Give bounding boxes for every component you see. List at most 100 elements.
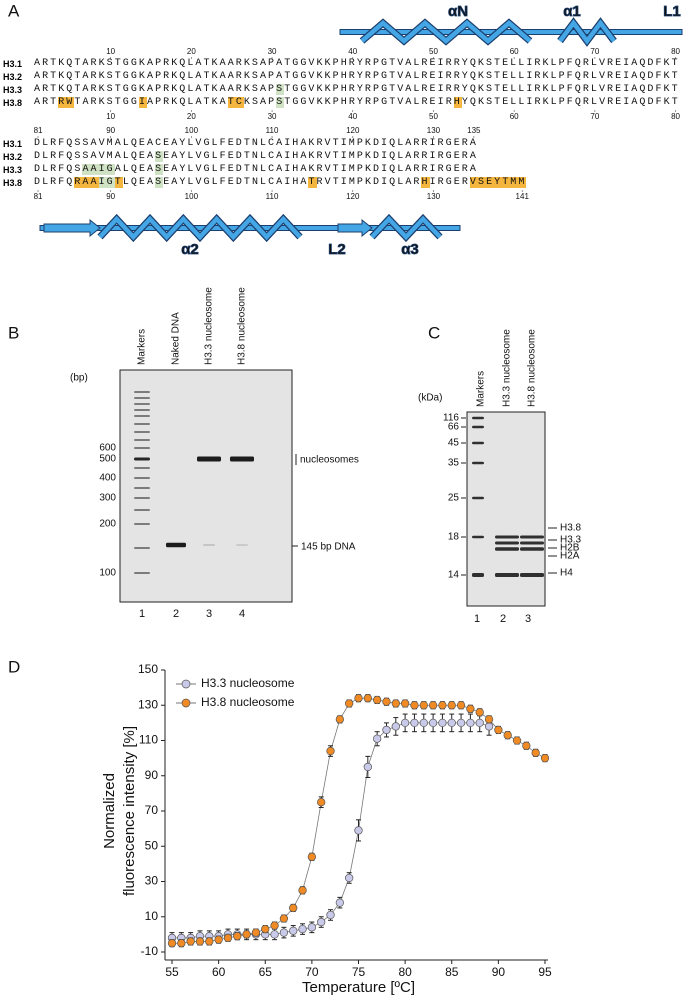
gel-band	[134, 415, 150, 417]
residue-segment: S	[155, 164, 164, 175]
gel-band	[134, 409, 150, 411]
residue-number: 100	[185, 192, 199, 201]
size-label: 116	[443, 413, 459, 424]
panel-label: D	[8, 657, 20, 676]
sequence-name: H3.1	[3, 59, 23, 69]
residue-number: 50	[429, 47, 438, 56]
data-point	[512, 736, 522, 745]
y-tick-label: 130	[138, 697, 158, 711]
data-point	[438, 718, 447, 728]
data-point	[317, 798, 326, 807]
residue-segment: LQEA	[122, 177, 156, 188]
data-point	[410, 718, 419, 728]
data-point	[242, 930, 251, 939]
residue-segment: H	[453, 97, 462, 108]
y-tick-label: 70	[145, 803, 159, 817]
residue-number: 50	[429, 112, 438, 121]
x-tick-label: 65	[259, 965, 273, 979]
data-point	[354, 694, 363, 703]
data-point	[233, 931, 242, 941]
data-point	[279, 914, 289, 923]
residue-segment: S	[276, 97, 285, 108]
x-tick-label: 85	[445, 965, 459, 979]
residue-number: 120	[346, 126, 360, 135]
y-tick-label: 150	[138, 662, 158, 676]
data-point	[251, 928, 261, 937]
gel-band	[134, 487, 150, 489]
residue-segment: DLRFQS	[34, 164, 83, 175]
residue-segment: S	[155, 177, 164, 188]
data-point	[363, 762, 372, 772]
data-point	[410, 701, 419, 710]
residue-segment: I	[138, 97, 148, 108]
unit-label: (bp)	[70, 373, 88, 384]
residue-segment: ALQEA	[114, 164, 156, 175]
data-point	[447, 718, 456, 728]
annotation: 145 bp DNA	[301, 542, 356, 553]
residue-segment: TGGVKKPHRYRPGTVALREIRRYQKSTELLIRKLPFQRLV…	[284, 84, 680, 95]
gel-band	[472, 461, 484, 465]
band-label: H3.3	[560, 535, 582, 546]
gel-band	[134, 572, 150, 574]
sequence: DLRFQSSAVMALQEASEAYLVGLFEDTNLCAIHAKRVTIM…	[34, 151, 478, 163]
residue-number: 135	[467, 126, 481, 135]
data-point	[456, 701, 466, 710]
residue-number: 10	[106, 47, 115, 56]
lane-label: Naked DNA	[171, 312, 182, 365]
residue-number: 20	[187, 47, 196, 56]
size-label: 45	[448, 438, 460, 449]
legend-label: H3.8 nucleosome	[201, 695, 295, 709]
size-label: 35	[448, 458, 460, 469]
sequence: ARTKQTARKSTGGKAPRKQLATKAARKSAPATGGVKKPHR…	[34, 71, 680, 83]
lane-number: 2	[173, 608, 179, 620]
gel-band	[166, 542, 186, 548]
size-label: 400	[99, 473, 116, 484]
data-point	[475, 718, 484, 728]
data-point	[335, 898, 345, 907]
residue-segment: ARTKQTARKSTGGKAPRKQLATKAARKSAPATGGVKKPHR…	[34, 58, 680, 69]
data-point	[270, 921, 279, 930]
data-point	[195, 937, 205, 946]
gel-band	[495, 541, 519, 545]
residue-segment: RW	[58, 97, 75, 108]
data-point	[326, 910, 335, 920]
coil	[339, 29, 683, 35]
data-point	[466, 718, 475, 728]
gel-band	[134, 391, 150, 393]
data-point	[466, 704, 475, 713]
residue-number: 90	[106, 126, 115, 135]
panel-label: A	[8, 1, 20, 20]
y-tick-label: -10	[141, 944, 159, 958]
data-point	[345, 699, 354, 708]
residue-number: 120	[346, 192, 360, 201]
data-point	[503, 731, 512, 740]
gel-band	[134, 509, 150, 511]
x-tick-label: 55	[165, 965, 179, 979]
data-point	[279, 928, 289, 937]
sequence: ARTKQTARKSTGGKAPRKQLATKAARKSAPSTGGVKKPHR…	[34, 84, 680, 96]
data-point	[307, 923, 317, 932]
gel-band	[236, 544, 248, 546]
lane-label: Markers	[476, 371, 487, 407]
data-point	[391, 722, 400, 731]
data-point	[214, 935, 223, 944]
residue-number: 70	[590, 47, 599, 56]
sequence: ARTRWTARKSTGGIAPRKQLATKATCKSAPSTGGVKKPHR…	[34, 97, 680, 109]
data-point	[382, 725, 391, 735]
size-label: 200	[99, 519, 116, 530]
gel-band	[134, 523, 150, 525]
data-point	[261, 924, 270, 934]
residue-segment: DLRFQ	[34, 177, 75, 188]
x-tick-label: 70	[305, 965, 319, 979]
data-point	[438, 701, 447, 710]
y-tick-label: 10	[145, 909, 159, 923]
band-label: H2B	[560, 543, 580, 554]
size-label: 300	[99, 493, 116, 504]
band-label: H4	[560, 568, 573, 579]
residue-number: 10	[106, 112, 115, 121]
residue-number: 80	[671, 47, 680, 56]
residue-number: 110	[266, 192, 279, 201]
residue-segment: VSEYTMM	[469, 177, 527, 188]
sequence-name: H3.1	[3, 139, 23, 149]
residue-number: 60	[510, 47, 519, 56]
